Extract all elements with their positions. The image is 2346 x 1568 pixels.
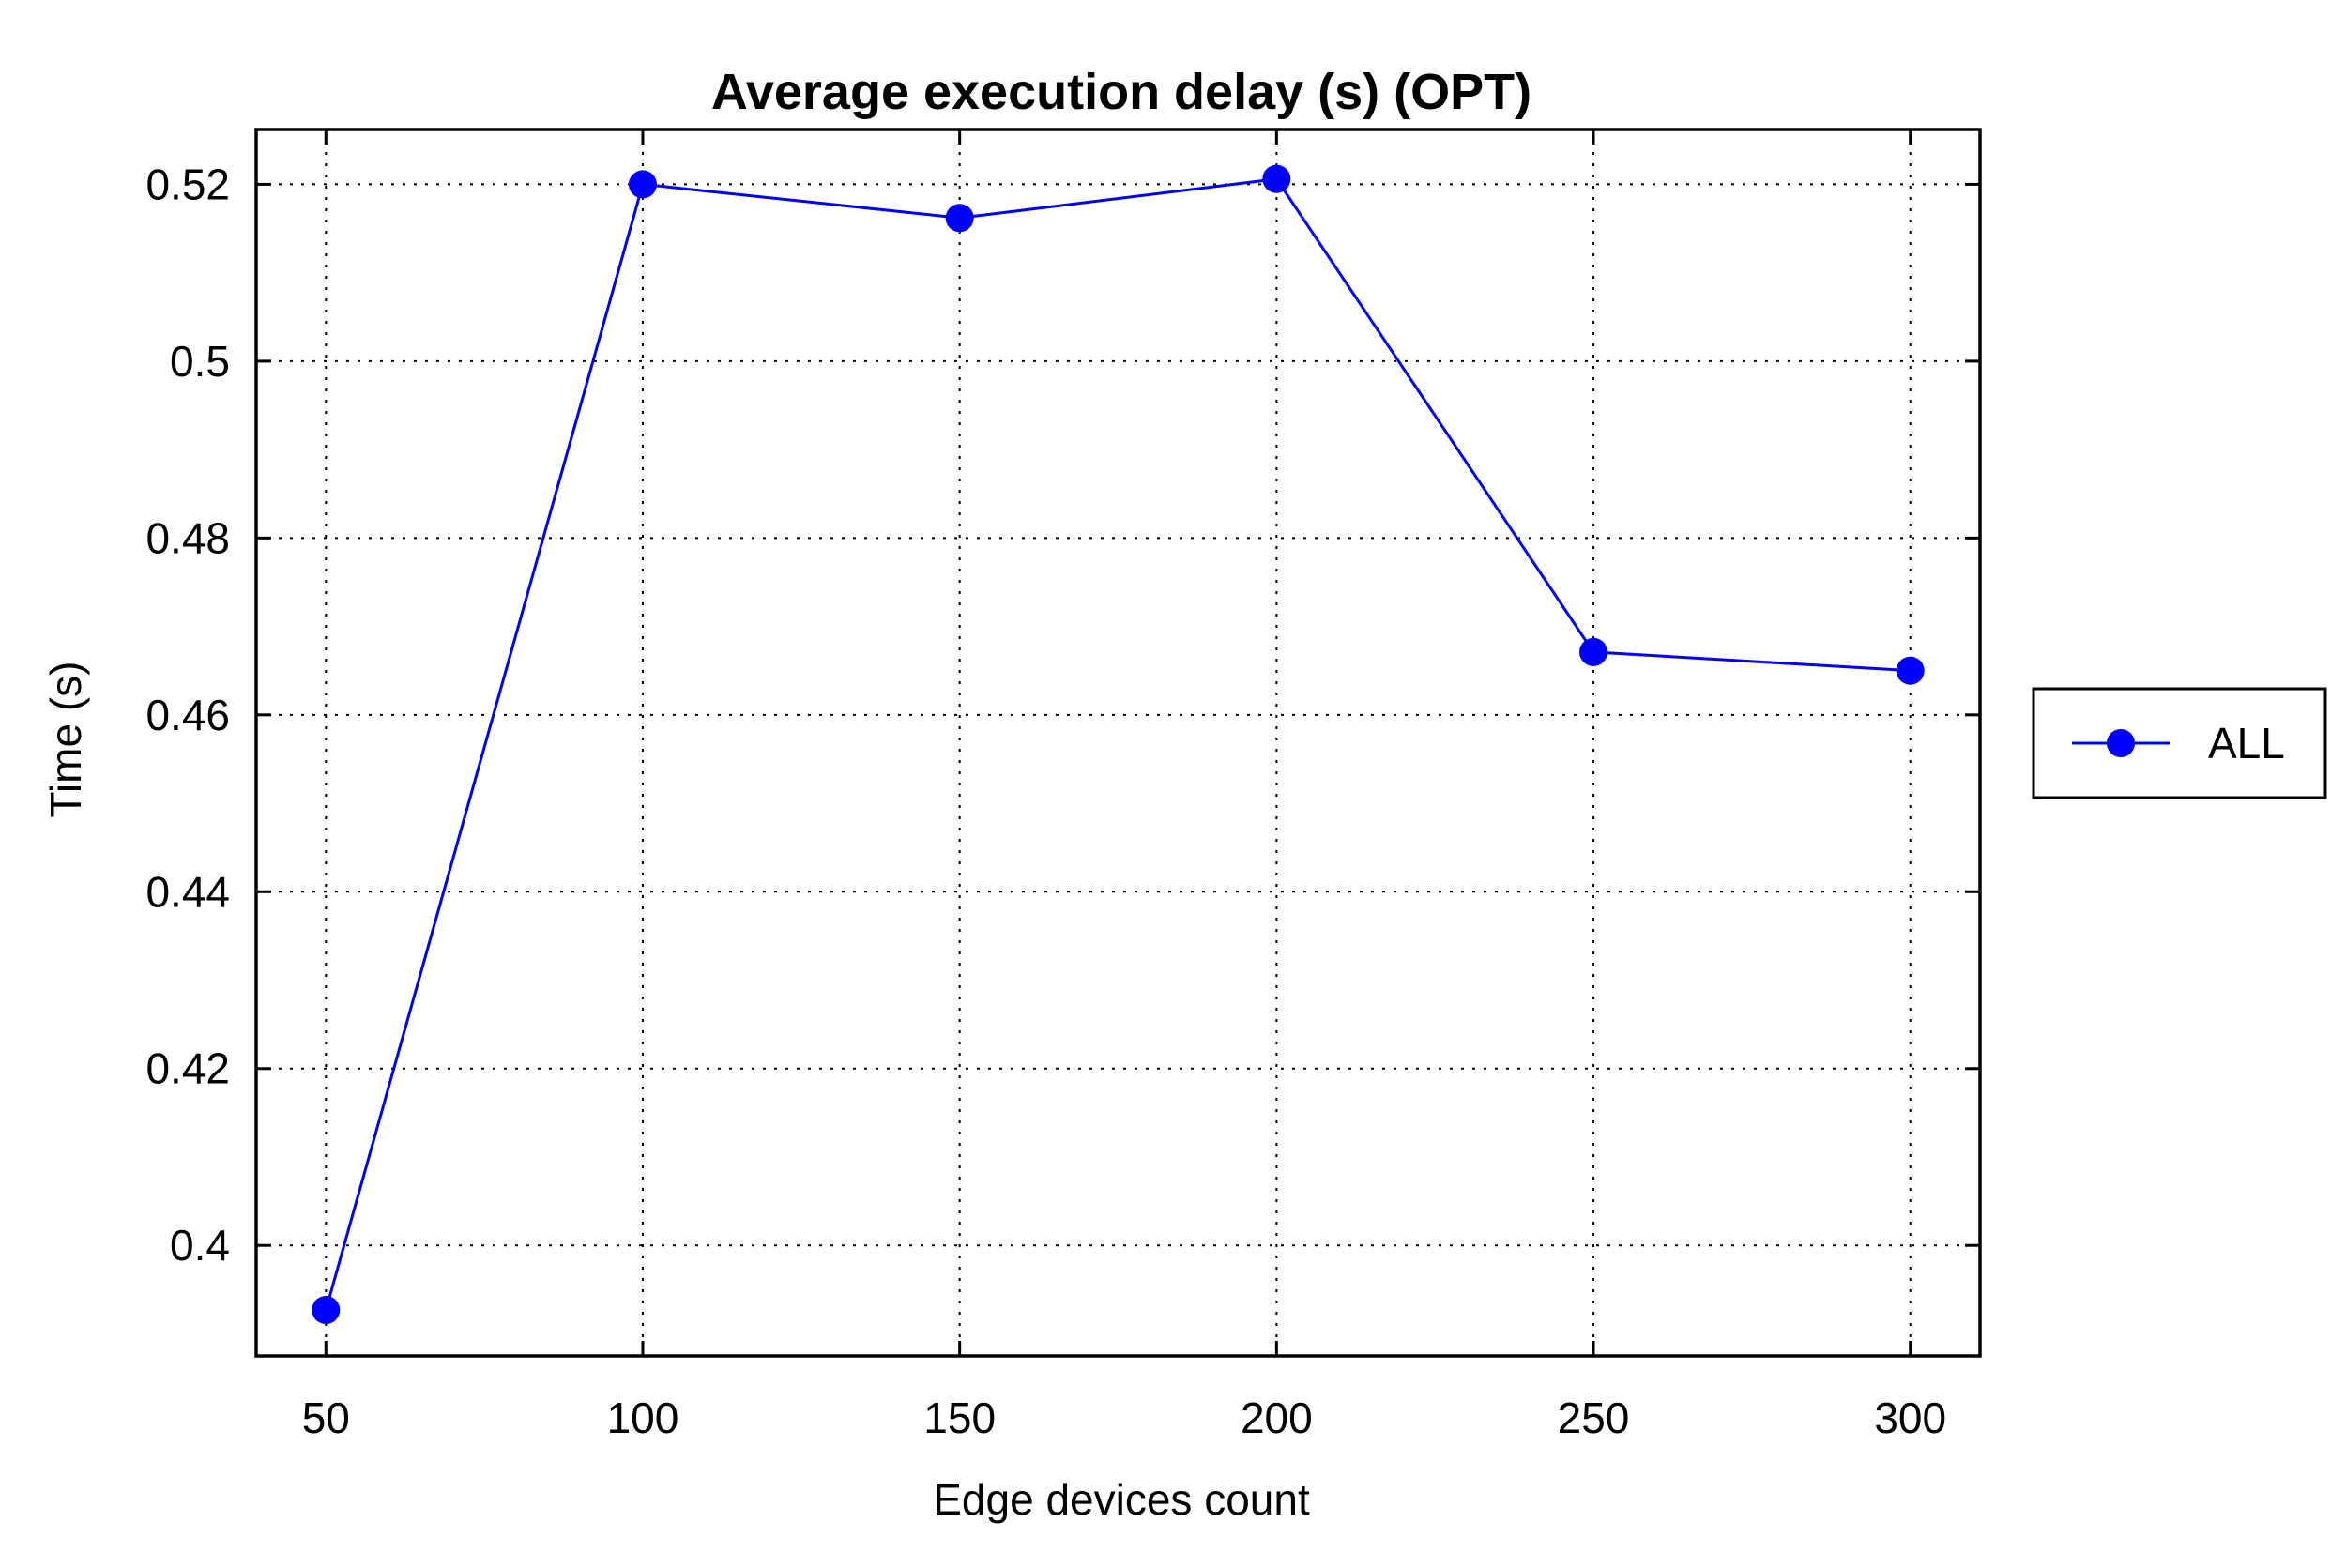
y-tick-label: 0.46 [145, 691, 230, 739]
axis-ticks: 50 100 150 200 250 300 0.4 0.42 0.44 0.46 0.48 0.5 0… [145, 129, 1980, 1442]
x-tick-label: 300 [1874, 1393, 1946, 1442]
chart-title: Average execution delay (s) (OPT) [711, 64, 1531, 120]
y-axis-label: Time (s) [41, 662, 90, 818]
x-tick-label: 100 [607, 1393, 679, 1442]
data-point [945, 204, 974, 233]
y-tick-label: 0.48 [145, 513, 230, 562]
y-tick-label: 0.5 [170, 337, 230, 386]
data-point [1579, 637, 1608, 666]
y-tick-label: 0.42 [145, 1044, 230, 1093]
x-tick-label: 200 [1241, 1393, 1313, 1442]
series-line [324, 177, 1911, 1311]
y-tick-label: 0.4 [170, 1221, 230, 1270]
y-tick-label: 0.44 [145, 867, 230, 916]
y-tick-label: 0.52 [145, 160, 230, 208]
data-point [1896, 656, 1925, 685]
data-point [628, 170, 657, 199]
legend: ALL [2032, 687, 2327, 799]
x-tick-label: 150 [923, 1393, 996, 1442]
series-all [312, 164, 1925, 1324]
x-tick-label: 50 [302, 1393, 350, 1442]
legend-marker [2107, 729, 2135, 757]
grid [256, 129, 1980, 1356]
x-axis-label: Edge devices count [933, 1475, 1310, 1524]
legend-label: ALL [2208, 719, 2285, 768]
data-point [312, 1295, 341, 1324]
x-tick-label: 250 [1558, 1393, 1630, 1442]
data-point [1262, 164, 1291, 193]
plot-frame [254, 128, 1982, 1358]
